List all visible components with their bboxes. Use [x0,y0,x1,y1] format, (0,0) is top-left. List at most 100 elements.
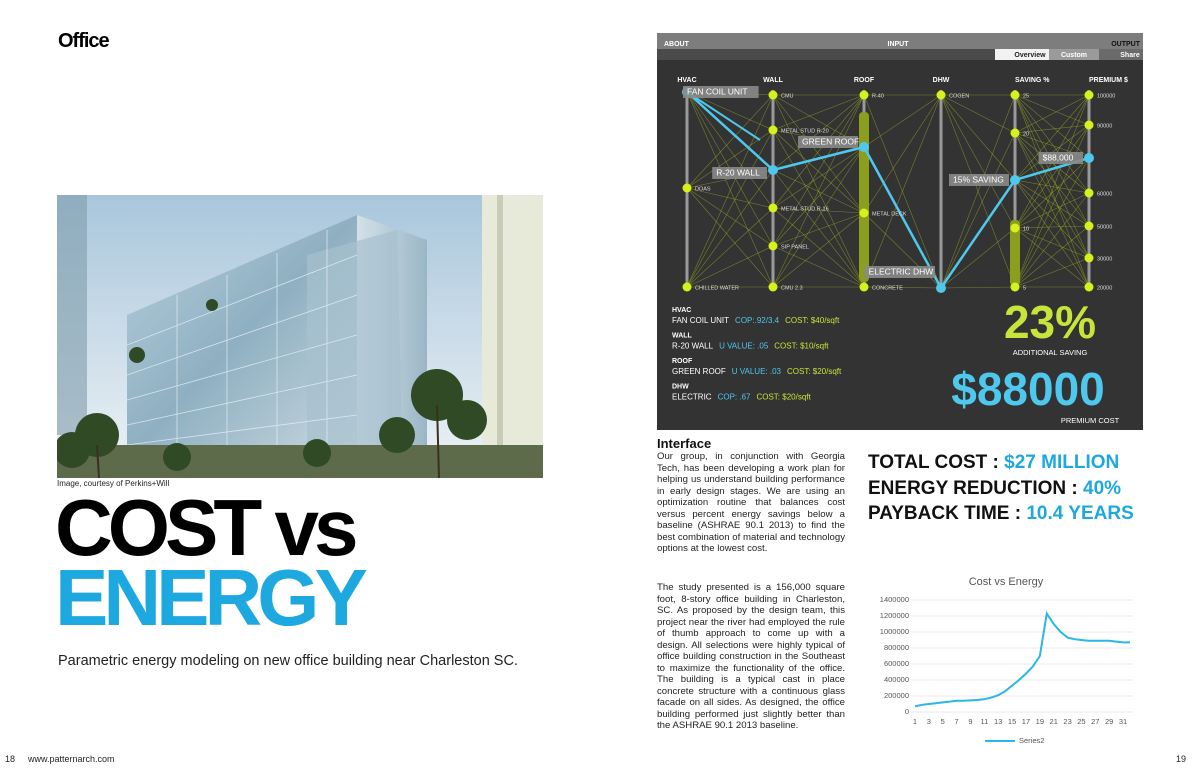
tab[interactable]: Share [1120,52,1140,59]
axis-node[interactable] [1010,175,1020,185]
axis-node[interactable] [1084,153,1094,163]
node-label: 30000 [1097,256,1112,262]
node-label: CMU [781,93,794,99]
node-label: 5 [1023,285,1026,291]
axis-node[interactable] [1084,90,1094,100]
link-line [1014,124,1090,229]
link-line [1014,227,1090,259]
axis-node[interactable] [768,90,778,100]
selected-label: ELECTRIC DHW [869,266,934,276]
axis-node[interactable] [1084,188,1094,198]
axis-title: HVAC [677,77,696,84]
link-line [772,94,865,247]
link-line [1014,225,1090,229]
axis-node[interactable] [1084,282,1094,292]
x-tick-label: 7 [955,717,959,726]
nav-item[interactable]: INPUT [888,41,910,48]
selected-label: GREEN ROOF [802,136,859,146]
interface-heading: Interface [657,436,712,451]
headline: COST vs [55,483,358,572]
node-label: 100000 [1097,93,1115,99]
axis-node[interactable] [1084,253,1094,263]
selected-label: $88,000 [1043,152,1074,162]
link-line [940,227,1016,289]
axis-title: ROOF [854,77,875,84]
x-tick-label: 17 [1022,717,1030,726]
axis-node[interactable] [859,208,869,218]
axis-node[interactable] [768,282,778,292]
node-label: CMU 2.3 [781,285,803,291]
link-line [772,146,865,209]
line [914,610,1130,708]
tab[interactable]: Overview [1014,52,1046,59]
link-line [772,129,865,214]
axis-node[interactable] [1010,223,1020,233]
link-line [1014,192,1090,229]
x-tick-label: 19 [1036,717,1044,726]
axis-node[interactable] [1010,282,1020,292]
link-line [686,94,774,189]
y-tick-label: 1000000 [880,627,909,636]
axis-node[interactable] [1010,90,1020,100]
node-label: COGEN [949,93,969,99]
axis-node[interactable] [1084,120,1094,130]
axis-node[interactable] [859,90,869,100]
nav-item[interactable]: ABOUT [664,41,690,48]
link-line [863,94,942,288]
summary-line: TOTAL COST : $27 MILLION [868,452,1119,474]
link-line [940,94,1016,181]
axis-node[interactable] [1084,221,1094,231]
summary-line: PAYBACK TIME : 10.4 YEARS [868,503,1134,525]
x-tick-label: 11 [980,717,988,726]
x-tick-label: 23 [1063,717,1071,726]
image-caption: Image, courtesy of Perkins+Will [57,479,170,488]
x-tick-label: 3 [927,717,931,726]
summary-value: 10.4 YEARS [1026,503,1134,524]
tab[interactable]: Custom [1061,52,1087,59]
x-tick-label: 13 [994,717,1002,726]
axis-node[interactable] [768,125,778,135]
y-tick-label: 600000 [884,659,909,668]
selected-label-box [712,167,767,179]
selection-metric: U VALUE: .05 [719,342,769,351]
axis-node[interactable] [682,183,692,193]
nav-item[interactable]: OUTPUT [1111,41,1141,48]
axis-node[interactable] [1010,128,1020,138]
axis-node[interactable] [936,283,946,293]
axis-node[interactable] [682,282,692,292]
link-line [772,245,865,288]
y-tick-label: 0 [905,707,909,716]
node-label: SIP PANEL [781,244,809,250]
node-label: METAL DECK [872,211,907,217]
axis-node[interactable] [859,142,869,152]
axis-node[interactable] [768,165,778,175]
axis-node[interactable] [768,203,778,213]
axis-node[interactable] [859,282,869,292]
link-line [1014,94,1090,181]
link-line [1014,257,1090,288]
y-tick-label: 800000 [884,643,909,652]
headline: ENERGY [55,553,368,642]
axis-title: WALL [763,77,784,84]
website: www.patternarch.com [28,754,115,764]
x-tick-label: 27 [1091,717,1099,726]
link-line [1014,157,1090,229]
selection-cost: COST: $20/sqft [756,393,811,402]
axis-node[interactable] [936,90,946,100]
summary-line: ENERGY REDUCTION : 40% [868,478,1121,500]
axis-node[interactable] [768,241,778,251]
link-line [1014,132,1090,288]
selected-path [686,91,761,141]
link-line [686,91,774,288]
node-label: 90000 [1097,123,1112,129]
range-bar [1010,220,1020,286]
link-line [1014,225,1090,288]
link-line [1014,179,1090,288]
selection-cost: COST: $10/sqft [774,342,829,351]
link-line [1014,179,1090,259]
selection-detail: R-20 WALL U VALUE: .05 COST: $10/sqft [672,342,829,351]
chart-title: Cost vs Energy [969,576,1044,588]
node-label: R-40 [872,93,884,99]
page-number: 19 [1176,754,1187,764]
